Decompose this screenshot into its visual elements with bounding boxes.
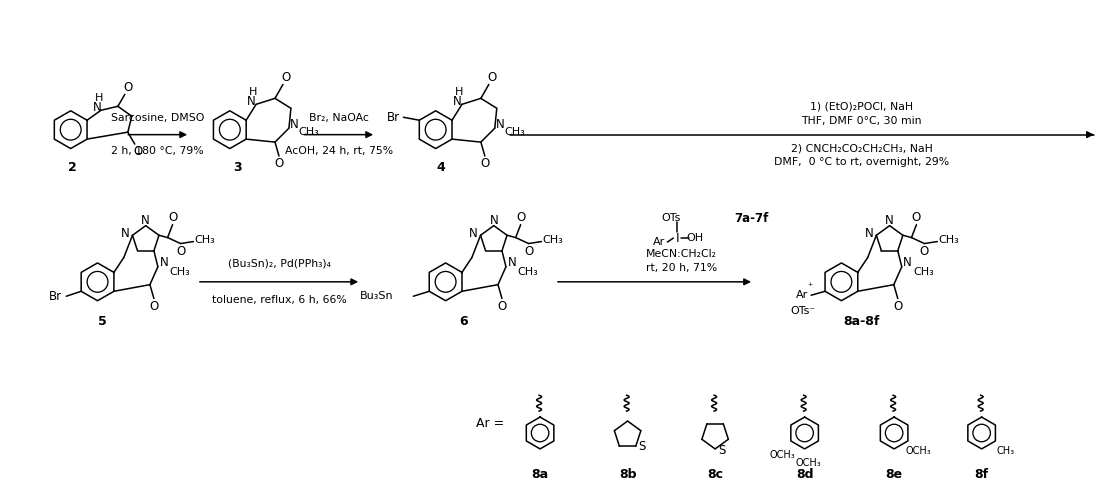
Text: Ar =: Ar =	[476, 416, 504, 429]
Text: CH₃: CH₃	[504, 127, 525, 137]
Text: O: O	[497, 300, 506, 313]
Text: N: N	[141, 214, 150, 227]
Text: N: N	[904, 256, 912, 269]
Text: S: S	[718, 445, 726, 458]
Text: N: N	[453, 95, 462, 108]
Text: 2 h, 180 °C, 79%: 2 h, 180 °C, 79%	[111, 146, 204, 156]
Text: 7a-7f: 7a-7f	[734, 212, 768, 225]
Text: CH₃: CH₃	[170, 267, 190, 277]
Text: AcOH, 24 h, rt, 75%: AcOH, 24 h, rt, 75%	[284, 146, 393, 156]
Text: N: N	[246, 95, 255, 108]
Text: H: H	[94, 93, 103, 103]
Text: O: O	[487, 71, 496, 84]
Text: OTs⁻: OTs⁻	[790, 306, 816, 316]
Text: OCH₃: OCH₃	[905, 446, 931, 456]
Text: O: O	[281, 71, 291, 84]
Text: 2: 2	[69, 161, 77, 174]
Text: 4: 4	[436, 161, 445, 174]
Text: CH₃: CH₃	[938, 234, 959, 244]
Text: O: O	[481, 157, 490, 170]
Text: OTs: OTs	[662, 213, 682, 223]
Text: H: H	[249, 87, 258, 97]
Text: DMF,  0 °C to rt, overnight, 29%: DMF, 0 °C to rt, overnight, 29%	[775, 157, 949, 167]
Text: 8d: 8d	[796, 468, 814, 481]
Text: Br₂, NaOAc: Br₂, NaOAc	[309, 113, 369, 123]
Text: O: O	[920, 245, 929, 258]
Text: ⁺: ⁺	[807, 282, 813, 292]
Text: O: O	[911, 211, 921, 224]
Text: 3: 3	[233, 161, 242, 174]
Text: CH₃: CH₃	[299, 127, 320, 137]
Text: N: N	[92, 101, 101, 114]
Text: N: N	[160, 256, 169, 269]
Text: O: O	[123, 81, 132, 94]
Text: OCH₃: OCH₃	[796, 458, 821, 468]
Text: (Bu₃Sn)₂, Pd(PPh₃)₄: (Bu₃Sn)₂, Pd(PPh₃)₄	[228, 259, 331, 269]
Text: 8a: 8a	[532, 468, 548, 481]
Text: N: N	[495, 118, 504, 131]
Text: N: N	[507, 256, 516, 269]
Text: 8e: 8e	[886, 468, 902, 481]
Text: S: S	[638, 440, 645, 453]
Text: 8c: 8c	[707, 468, 723, 481]
Text: O: O	[274, 157, 284, 170]
Text: CH₃: CH₃	[542, 234, 563, 244]
Text: 2) CNCH₂CO₂CH₂CH₃, NaH: 2) CNCH₂CO₂CH₂CH₃, NaH	[790, 144, 932, 154]
Text: O: O	[168, 211, 178, 224]
Text: N: N	[121, 227, 130, 240]
Text: N: N	[490, 214, 498, 227]
Text: Sarcosine, DMSO: Sarcosine, DMSO	[111, 113, 204, 123]
Text: O: O	[149, 300, 159, 313]
Text: CH₃: CH₃	[914, 267, 934, 277]
Text: 8b: 8b	[619, 468, 636, 481]
Text: 8f: 8f	[975, 468, 989, 481]
Text: Ar: Ar	[796, 290, 808, 300]
Text: OH: OH	[687, 233, 704, 243]
Text: Br: Br	[387, 111, 400, 124]
Text: N: N	[865, 227, 874, 240]
Text: N: N	[470, 227, 478, 240]
Text: I: I	[676, 231, 679, 244]
Text: THF, DMF 0°C, 30 min: THF, DMF 0°C, 30 min	[801, 116, 922, 125]
Text: 5: 5	[98, 315, 107, 328]
Text: O: O	[175, 245, 185, 258]
Text: 6: 6	[460, 315, 467, 328]
Text: Bu₃Sn: Bu₃Sn	[360, 291, 393, 301]
Text: 1) (EtO)₂POCl, NaH: 1) (EtO)₂POCl, NaH	[810, 102, 914, 112]
Text: O: O	[524, 245, 533, 258]
Text: CH₃: CH₃	[517, 267, 538, 277]
Text: rt, 20 h, 71%: rt, 20 h, 71%	[646, 263, 717, 273]
Text: Br: Br	[49, 290, 62, 303]
Text: N: N	[290, 118, 299, 131]
Text: CH₃: CH₃	[997, 446, 1015, 456]
Text: O: O	[516, 211, 525, 224]
Text: O: O	[894, 300, 902, 313]
Text: 8a-8f: 8a-8f	[844, 315, 879, 328]
Text: OCH₃: OCH₃	[770, 450, 796, 460]
Text: toluene, reflux, 6 h, 66%: toluene, reflux, 6 h, 66%	[212, 295, 346, 305]
Text: H: H	[455, 87, 463, 97]
Text: N: N	[886, 214, 894, 227]
Text: CH₃: CH₃	[194, 234, 214, 244]
Text: Ar: Ar	[654, 237, 666, 247]
Text: MeCN:CH₂Cl₂: MeCN:CH₂Cl₂	[646, 249, 717, 259]
Text: O: O	[133, 145, 142, 158]
